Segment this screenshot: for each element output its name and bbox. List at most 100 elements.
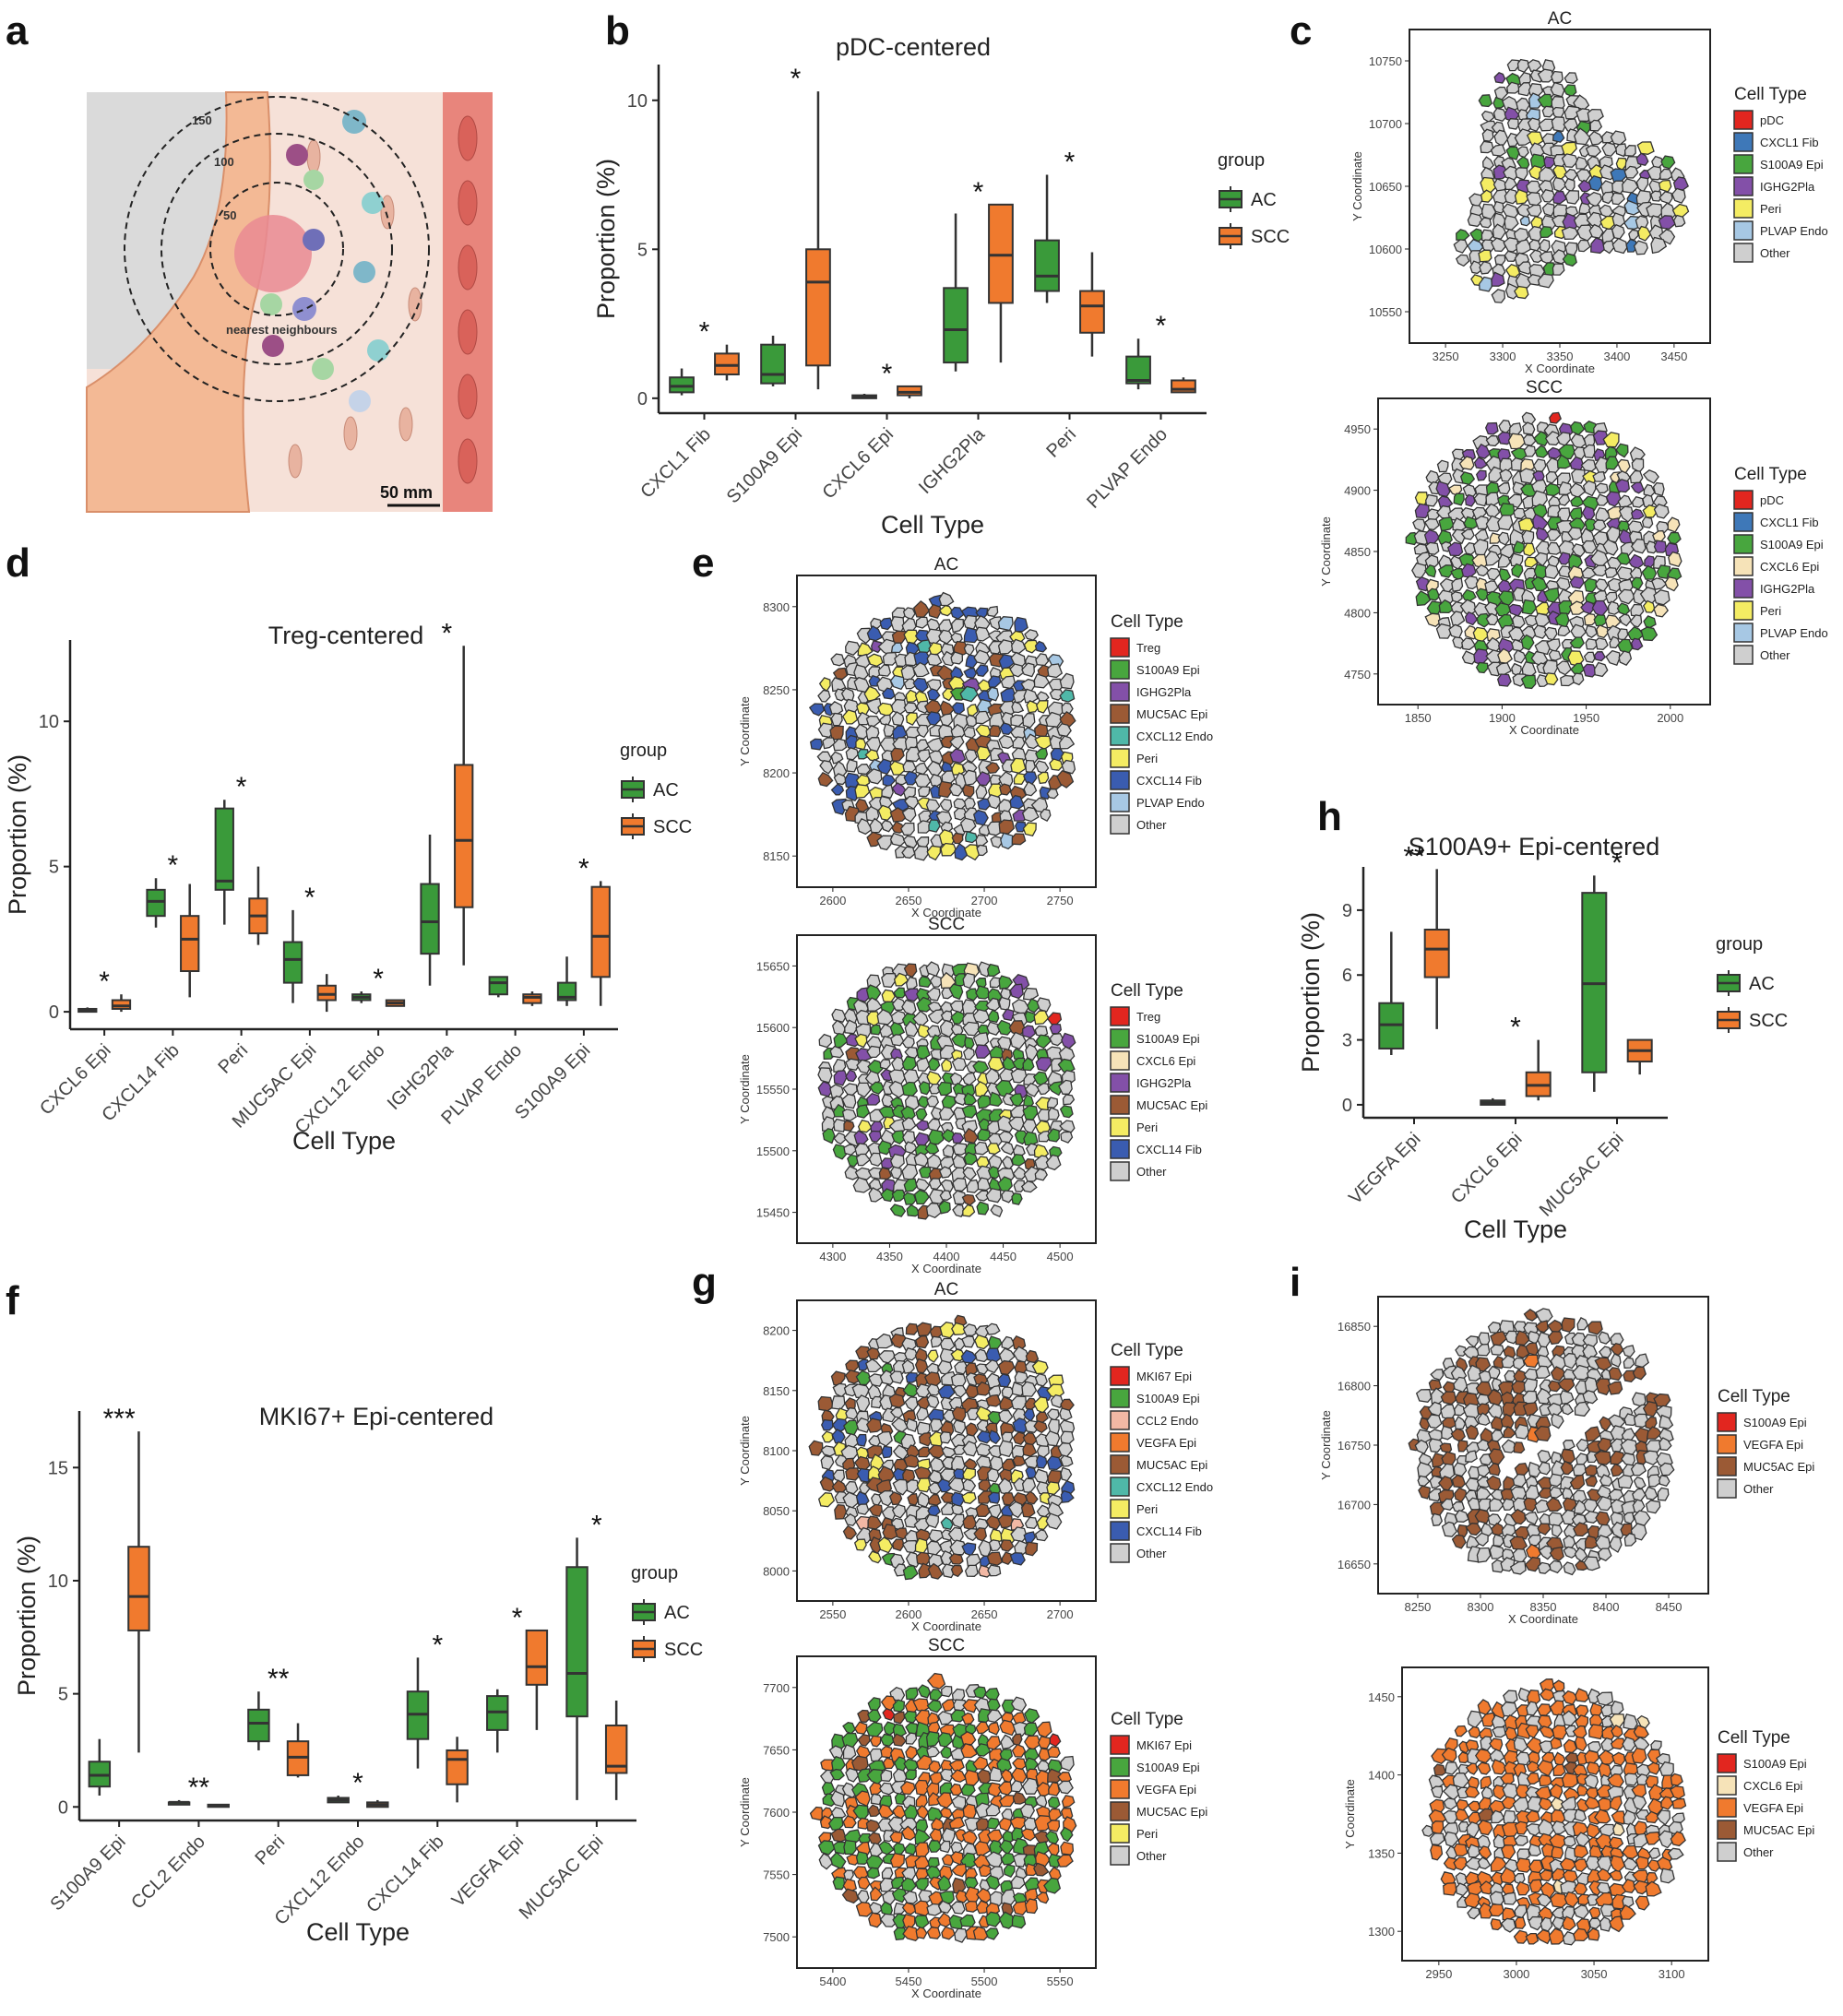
map-legend-swatch <box>1110 1161 1130 1181</box>
map-y-tick-label: 7650 <box>763 1743 790 1757</box>
y-tick-label: 10 <box>39 712 59 732</box>
map-cell <box>1475 469 1487 481</box>
map-cell <box>893 972 910 987</box>
map-cell <box>889 1852 906 1868</box>
map-cell <box>1012 1901 1029 1916</box>
map-cell <box>1014 616 1029 633</box>
map-cell <box>937 1900 952 1914</box>
map-cell <box>936 1478 954 1493</box>
map-cell <box>1646 1426 1663 1440</box>
map-cell <box>879 1370 896 1386</box>
map-legend-swatch <box>1733 154 1754 174</box>
map-cell <box>1506 118 1519 130</box>
map-cell <box>1573 127 1591 146</box>
map-cell <box>1588 223 1604 239</box>
map-x-axis-label: X Coordinate <box>911 906 981 919</box>
map-cell <box>1607 600 1622 615</box>
map-cell <box>1456 1882 1469 1897</box>
map-cell <box>1645 1810 1659 1824</box>
map-cell <box>1671 1797 1687 1809</box>
vessel-cell <box>458 309 478 355</box>
map-x-tick-label: 3050 <box>1581 1967 1608 1981</box>
map-cell <box>1492 1356 1505 1370</box>
map-y-tick-label: 7700 <box>763 1681 790 1695</box>
map-cell <box>1479 1880 1494 1895</box>
map-cell <box>1551 1845 1564 1859</box>
box-scc <box>525 1629 549 1686</box>
map-cell <box>808 1440 824 1456</box>
map-cell <box>1058 735 1076 750</box>
map-legend-label: Peri <box>1136 752 1158 765</box>
map-cell <box>1491 289 1505 303</box>
map-cell <box>1011 701 1025 714</box>
map-cell <box>1622 1345 1635 1358</box>
ring-label-100: 100 <box>214 155 234 169</box>
map-cell <box>1504 188 1519 205</box>
map-cell <box>918 1446 932 1458</box>
map-cell <box>977 1177 992 1192</box>
map-cell <box>1427 508 1440 521</box>
map-cell <box>1012 1721 1029 1737</box>
map-legend-label: Peri <box>1136 1121 1158 1134</box>
map-cell <box>1561 1509 1576 1525</box>
map-cell <box>883 723 896 737</box>
map-cell <box>1605 456 1620 470</box>
map-cell <box>951 1503 964 1516</box>
map-cell <box>892 1478 910 1496</box>
map-cell <box>1564 1752 1579 1763</box>
map-cell <box>1541 105 1555 118</box>
map-cell <box>1022 712 1036 729</box>
map-cell <box>1450 590 1463 603</box>
map-legend-label: IGHG2Pla <box>1136 1076 1192 1090</box>
map-cell <box>1564 190 1580 205</box>
map-y-axis-label: Y Coordinate <box>738 1054 752 1124</box>
map-cell <box>903 1804 919 1820</box>
map-cell <box>1049 1023 1062 1035</box>
map-cell <box>1024 1516 1039 1529</box>
map-cell <box>1477 1856 1492 1870</box>
map-legend-swatch <box>1110 770 1130 790</box>
map-legend-label: Other <box>1760 648 1790 662</box>
map-cell <box>997 1514 1015 1529</box>
map-cell <box>1023 1455 1039 1469</box>
map-cell <box>1046 1481 1061 1496</box>
map-cell <box>1623 1413 1638 1427</box>
map-cell <box>1574 1401 1591 1417</box>
map-legend-title: Cell Type <box>1734 465 1807 484</box>
map-cell <box>903 1454 922 1468</box>
map-cell <box>937 1711 954 1725</box>
significance-marker: * <box>352 1768 363 1798</box>
map-cell <box>1642 1400 1659 1417</box>
ring-100 <box>161 133 393 365</box>
map-cell <box>1642 599 1656 613</box>
map-cell <box>1428 1438 1445 1453</box>
map-cell <box>1463 516 1479 529</box>
map-title: AC <box>934 555 958 575</box>
immune-cell <box>353 261 375 283</box>
map-legend-label: S100A9 Epi <box>1743 1757 1807 1771</box>
map-cell <box>1001 1190 1016 1204</box>
map-cell <box>1588 1906 1601 1919</box>
map-cell <box>1489 1498 1504 1512</box>
map-cell <box>1550 1366 1566 1382</box>
map-cell <box>975 710 991 725</box>
map-cell <box>1001 1386 1015 1399</box>
map-cell <box>1443 1882 1457 1896</box>
y-tick-label: 10 <box>48 1571 68 1592</box>
map-cell <box>951 1322 968 1335</box>
map-cell <box>1623 1857 1639 1871</box>
map-cell <box>1544 563 1560 580</box>
map-cell <box>1020 1180 1038 1193</box>
map-cell <box>988 1154 1003 1170</box>
map-cell <box>917 1024 932 1039</box>
map-cell <box>1588 130 1604 146</box>
map-cell <box>1609 1915 1624 1933</box>
map-cell <box>1573 1927 1589 1942</box>
map-cell <box>1535 1320 1549 1334</box>
map-legend-label: MUC5AC Epi <box>1136 1458 1207 1472</box>
map-cell <box>881 820 894 833</box>
map-cell <box>907 1492 919 1506</box>
